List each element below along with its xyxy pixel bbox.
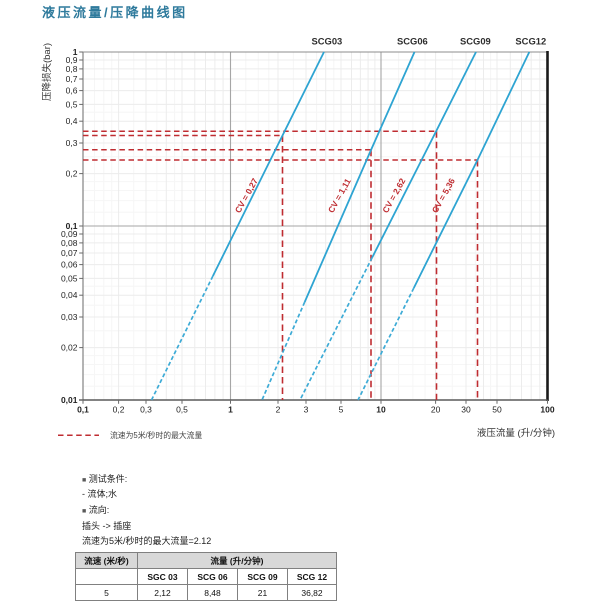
svg-text:10: 10 [376, 405, 386, 415]
svg-text:0,5: 0,5 [66, 99, 78, 109]
svg-text:1: 1 [73, 47, 78, 57]
svg-text:100: 100 [540, 405, 554, 415]
svg-text:流速为5米/秒时的最大流量: 流速为5米/秒时的最大流量 [110, 430, 202, 440]
svg-text:20: 20 [431, 405, 441, 415]
svg-text:0,09: 0,09 [61, 229, 78, 239]
svg-text:0,02: 0,02 [61, 343, 78, 353]
svg-text:0,03: 0,03 [61, 312, 78, 322]
svg-text:SCG03: SCG03 [312, 36, 343, 47]
svg-text:0,4: 0,4 [66, 116, 78, 126]
svg-text:0,7: 0,7 [66, 74, 78, 84]
svg-text:0,1: 0,1 [66, 221, 78, 231]
svg-text:30: 30 [461, 405, 471, 415]
svg-text:0,01: 0,01 [61, 395, 78, 405]
svg-text:0,3: 0,3 [140, 405, 152, 415]
svg-text:50: 50 [492, 405, 502, 415]
svg-text:0,2: 0,2 [66, 169, 78, 179]
svg-text:5: 5 [339, 405, 344, 415]
svg-text:0,07: 0,07 [61, 248, 78, 258]
svg-text:CV = 1,11: CV = 1,11 [326, 176, 353, 214]
svg-text:0,1: 0,1 [77, 405, 89, 415]
svg-text:SCG12: SCG12 [515, 36, 546, 47]
svg-text:0,04: 0,04 [61, 290, 78, 300]
svg-text:0,3: 0,3 [66, 138, 78, 148]
svg-text:1: 1 [228, 405, 233, 415]
svg-text:SCG06: SCG06 [397, 36, 428, 47]
svg-text:SCG09: SCG09 [460, 36, 491, 47]
svg-text:0,08: 0,08 [61, 238, 78, 248]
svg-text:0,8: 0,8 [66, 64, 78, 74]
svg-text:2: 2 [276, 405, 281, 415]
svg-text:0,9: 0,9 [66, 55, 78, 65]
svg-text:0,06: 0,06 [61, 260, 78, 270]
svg-text:0,2: 0,2 [113, 405, 125, 415]
svg-text:液压流量 (升/分钟): 液压流量 (升/分钟) [477, 427, 555, 439]
svg-text:压降损失(bar): 压降损失(bar) [41, 43, 53, 101]
svg-text:0,5: 0,5 [176, 405, 188, 415]
svg-text:3: 3 [304, 405, 309, 415]
svg-text:0,05: 0,05 [61, 273, 78, 283]
svg-text:0,6: 0,6 [66, 86, 78, 96]
